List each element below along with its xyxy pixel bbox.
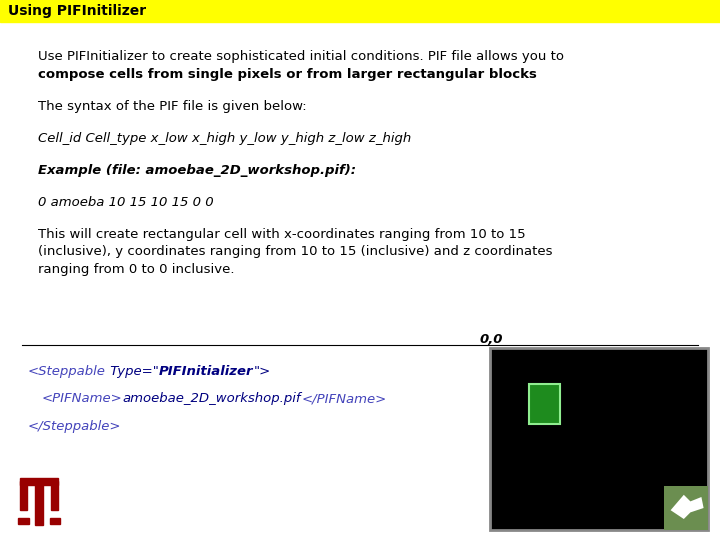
Text: PIFInitializer: PIFInitializer: [158, 365, 253, 378]
Text: Cell_id Cell_type x_low x_high y_low y_high z_low z_high: Cell_id Cell_type x_low x_high y_low y_h…: [38, 132, 411, 145]
Bar: [19, 518, 29, 524]
Text: 0,0: 0,0: [480, 333, 503, 346]
Text: Example (file: amoebae_2D_workshop.pif):: Example (file: amoebae_2D_workshop.pif):: [38, 164, 356, 177]
Text: </Steppable>: </Steppable>: [28, 420, 122, 433]
Text: <PIFName>: <PIFName>: [42, 392, 122, 405]
Text: 0 amoeba 10 15 10 15 0 0: 0 amoeba 10 15 10 15 0 0: [38, 196, 214, 209]
Bar: [19, 478, 58, 485]
Text: This will create rectangular cell with x-coordinates ranging from 10 to 15
(incl: This will create rectangular cell with x…: [38, 228, 552, 276]
Text: <Steppable: <Steppable: [28, 365, 106, 378]
Bar: [490, 348, 708, 530]
Text: compose cells from single pixels or from larger rectangular blocks: compose cells from single pixels or from…: [38, 68, 537, 81]
Bar: [529, 384, 559, 424]
Text: </PIFName>: </PIFName>: [301, 392, 387, 405]
Bar: [50, 518, 60, 524]
Text: The syntax of the PIF file is given below:: The syntax of the PIF file is given belo…: [38, 100, 307, 113]
Bar: [0, 0, 720, 22]
Text: Using PIFInitilizer: Using PIFInitilizer: [8, 4, 146, 18]
Bar: [35, 480, 42, 525]
Polygon shape: [670, 495, 703, 519]
Bar: [664, 486, 708, 530]
Text: Use PIFInitializer to create sophisticated initial conditions. PIF file allows y: Use PIFInitializer to create sophisticat…: [38, 50, 564, 63]
Text: ">: ">: [253, 365, 271, 378]
Text: Type=": Type=": [106, 365, 158, 378]
Bar: [50, 481, 58, 510]
Text: amoebae_2D_workshop.pif: amoebae_2D_workshop.pif: [122, 392, 301, 405]
Bar: [19, 481, 27, 510]
